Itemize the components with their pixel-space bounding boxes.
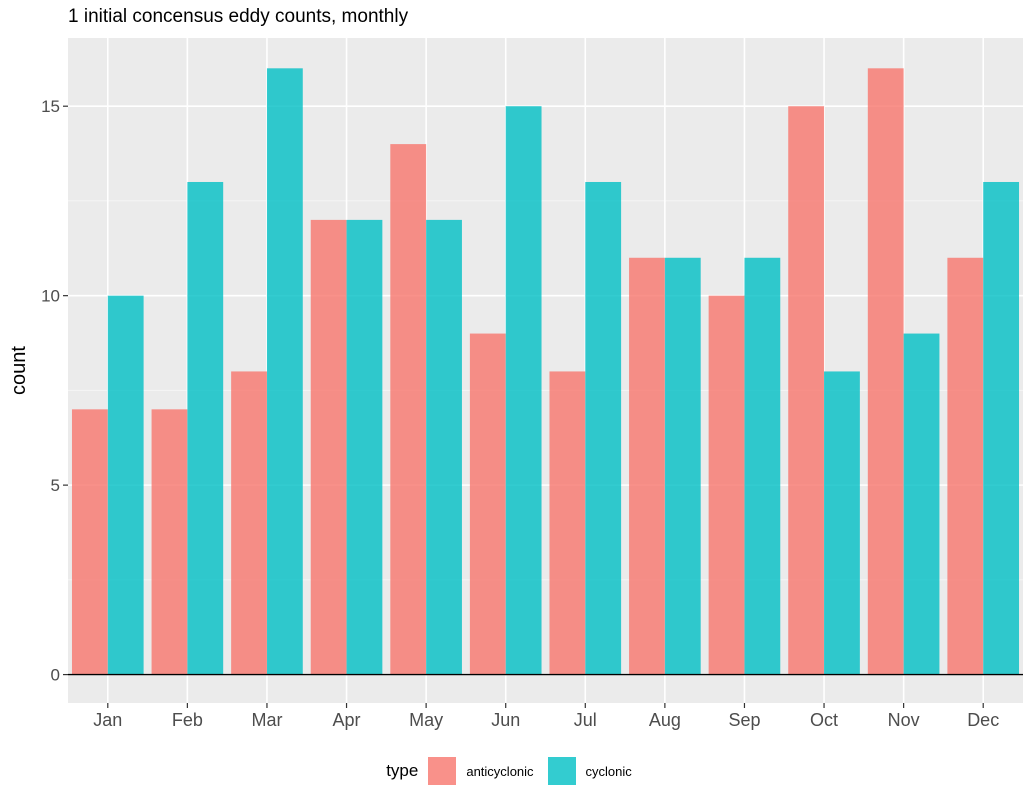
chart-title: 1 initial concensus eddy counts, monthly xyxy=(68,6,409,27)
legend-item-cyclonic: cyclonic xyxy=(547,757,632,785)
bar-cyclonic-feb xyxy=(187,181,224,675)
bar-anticyclonic-nov xyxy=(867,68,904,675)
x-tick-label-aug: Aug xyxy=(649,710,681,730)
bar-anticyclonic-may xyxy=(390,144,427,675)
bar-cyclonic-aug xyxy=(664,257,701,675)
bar-cyclonic-nov xyxy=(903,333,940,675)
x-tick-label-dec: Dec xyxy=(967,710,999,730)
bar-cyclonic-jul xyxy=(585,181,622,675)
bar-cyclonic-mar xyxy=(266,68,303,675)
bar-anticyclonic-aug xyxy=(629,257,665,675)
legend: type anticyclonic cyclonic xyxy=(0,756,1032,786)
bar-anticyclonic-feb xyxy=(151,409,188,675)
y-axis-title: count xyxy=(8,346,30,395)
bar-cyclonic-jun xyxy=(505,106,542,675)
legend-item-anticyclonic: anticyclonic xyxy=(428,757,534,785)
bar-anticyclonic-dec xyxy=(947,257,984,675)
y-tick-label: 10 xyxy=(41,287,60,306)
legend-title: type xyxy=(386,761,419,780)
y-tick-label: 0 xyxy=(51,666,60,685)
x-tick-label-jul: Jul xyxy=(574,710,597,730)
y-tick-label: 5 xyxy=(51,476,60,495)
bar-anticyclonic-mar xyxy=(231,371,267,675)
bar-chart: 0 5 10 15 Jan Feb Mar Apr May Jun Jul Aug Sep Oct Nov D… xyxy=(8,38,1023,730)
plot-panel xyxy=(68,38,1023,703)
legend-key-anticyclonic xyxy=(428,757,457,785)
bar-anticyclonic-jul xyxy=(549,371,586,675)
bar-cyclonic-dec xyxy=(983,181,1020,675)
bar-anticyclonic-apr xyxy=(310,219,347,675)
x-tick-label-nov: Nov xyxy=(888,710,920,730)
bar-cyclonic-oct xyxy=(824,371,860,675)
bar-anticyclonic-jun xyxy=(469,333,506,675)
legend-label-anticyclonic: anticyclonic xyxy=(466,763,534,779)
bar-cyclonic-apr xyxy=(346,219,383,675)
x-tick-label-oct: Oct xyxy=(810,710,838,730)
x-tick-label-mar: Mar xyxy=(251,710,282,730)
x-tick-label-jun: Jun xyxy=(491,710,520,730)
y-tick-label: 15 xyxy=(41,97,60,116)
bar-cyclonic-sep xyxy=(744,257,781,675)
x-tick-label-apr: Apr xyxy=(333,710,361,730)
bar-anticyclonic-oct xyxy=(788,106,825,675)
bar-cyclonic-may xyxy=(426,219,462,675)
x-tick-label-jan: Jan xyxy=(93,710,122,730)
bar-anticyclonic-jan xyxy=(71,409,108,675)
x-tick-label-sep: Sep xyxy=(728,710,760,730)
legend-label-cyclonic: cyclonic xyxy=(585,763,632,779)
x-tick-label-may: May xyxy=(409,710,443,730)
bar-cyclonic-jan xyxy=(107,295,144,675)
legend-key-cyclonic xyxy=(547,757,576,785)
bar-anticyclonic-sep xyxy=(708,295,745,675)
x-tick-label-feb: Feb xyxy=(172,710,203,730)
